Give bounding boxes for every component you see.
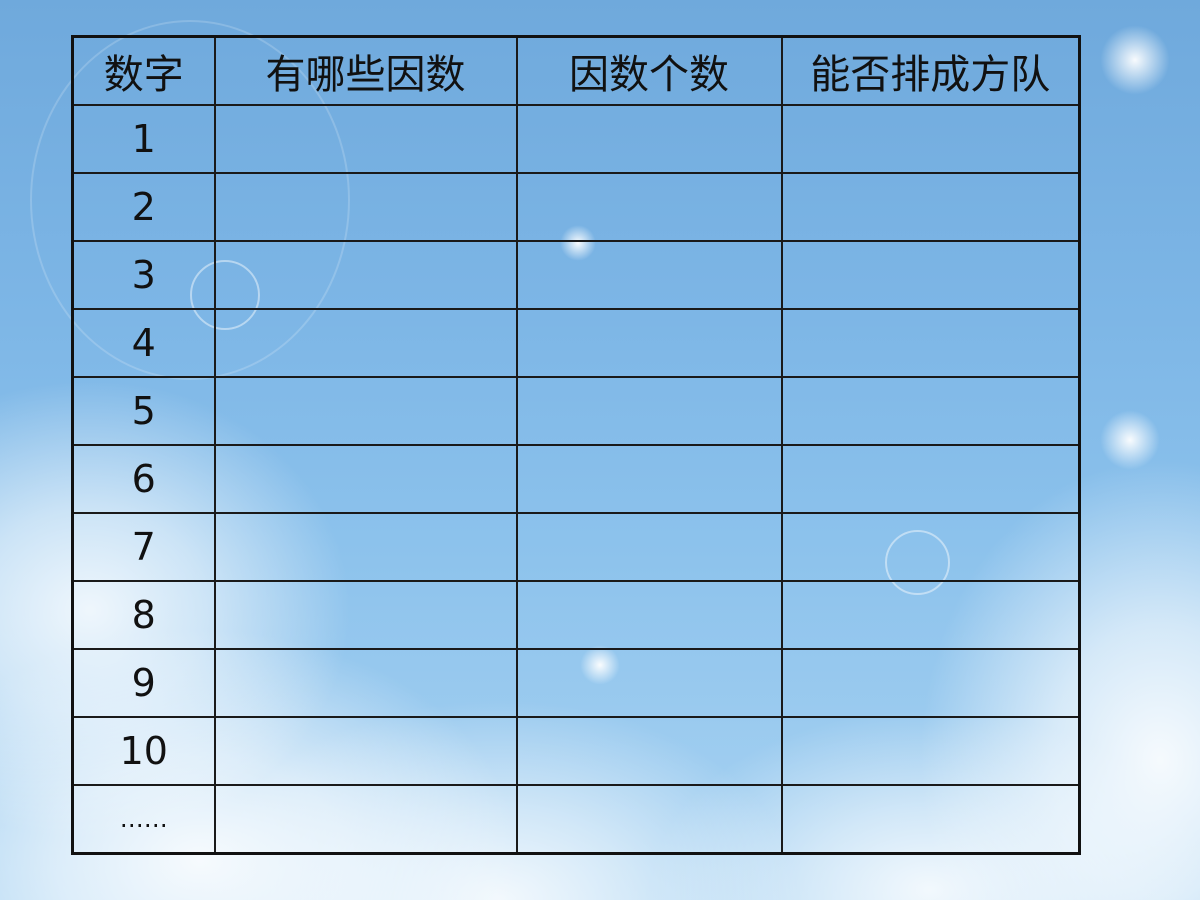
square-formation-cell[interactable]: [780, 648, 1081, 718]
number-cell: 6: [71, 444, 216, 514]
factor-count-cell[interactable]: [515, 240, 783, 310]
factor-count-cell[interactable]: [515, 308, 783, 378]
table-row: 8: [71, 580, 1081, 650]
factors-cell[interactable]: [213, 716, 518, 786]
factors-cell[interactable]: [213, 308, 518, 378]
square-formation-cell[interactable]: [780, 716, 1081, 786]
table-row: 5: [71, 376, 1081, 446]
number-cell: 4: [71, 308, 216, 378]
table-row: 6: [71, 444, 1081, 514]
factors-cell[interactable]: [213, 376, 518, 446]
table-row: 7: [71, 512, 1081, 582]
factors-table: 数字 有哪些因数 因数个数 能否排成方队 1 2 3 4 5 6 7 8 9 10……: [71, 35, 1081, 855]
square-formation-cell[interactable]: [780, 104, 1081, 174]
table-header-row: 数字 有哪些因数 因数个数 能否排成方队: [71, 35, 1081, 106]
square-formation-cell[interactable]: [780, 512, 1081, 582]
factor-count-cell[interactable]: [515, 172, 783, 242]
sparkle-icon: [1100, 410, 1160, 470]
factors-cell[interactable]: [213, 104, 518, 174]
factors-cell[interactable]: [213, 648, 518, 718]
square-formation-cell[interactable]: [780, 784, 1081, 855]
square-formation-cell[interactable]: [780, 444, 1081, 514]
square-formation-cell[interactable]: [780, 308, 1081, 378]
factor-count-cell[interactable]: [515, 376, 783, 446]
table-row: 4: [71, 308, 1081, 378]
factors-cell[interactable]: [213, 240, 518, 310]
header-factor-count: 因数个数: [515, 35, 783, 106]
number-cell: 8: [71, 580, 216, 650]
number-cell: 2: [71, 172, 216, 242]
factor-count-cell[interactable]: [515, 444, 783, 514]
factor-count-cell[interactable]: [515, 104, 783, 174]
square-formation-cell[interactable]: [780, 240, 1081, 310]
header-number: 数字: [71, 35, 216, 106]
number-cell: 1: [71, 104, 216, 174]
header-square-formation: 能否排成方队: [780, 35, 1081, 106]
number-cell: ……: [71, 784, 216, 855]
factor-count-cell[interactable]: [515, 716, 783, 786]
table-row: 1: [71, 104, 1081, 174]
table-row: 2: [71, 172, 1081, 242]
sparkle-icon: [1100, 25, 1170, 95]
square-formation-cell[interactable]: [780, 172, 1081, 242]
header-factors: 有哪些因数: [213, 35, 518, 106]
factors-cell[interactable]: [213, 784, 518, 855]
number-cell: 9: [71, 648, 216, 718]
number-cell: 10: [71, 716, 216, 786]
factor-count-cell[interactable]: [515, 580, 783, 650]
factors-cell[interactable]: [213, 512, 518, 582]
factor-count-cell[interactable]: [515, 512, 783, 582]
square-formation-cell[interactable]: [780, 376, 1081, 446]
factors-cell[interactable]: [213, 444, 518, 514]
factor-count-cell[interactable]: [515, 784, 783, 855]
table-row: ……: [71, 784, 1081, 855]
number-cell: 3: [71, 240, 216, 310]
table-row: 10: [71, 716, 1081, 786]
factor-count-cell[interactable]: [515, 648, 783, 718]
number-cell: 7: [71, 512, 216, 582]
table-row: 9: [71, 648, 1081, 718]
square-formation-cell[interactable]: [780, 580, 1081, 650]
number-cell: 5: [71, 376, 216, 446]
factors-cell[interactable]: [213, 580, 518, 650]
factors-cell[interactable]: [213, 172, 518, 242]
table-row: 3: [71, 240, 1081, 310]
